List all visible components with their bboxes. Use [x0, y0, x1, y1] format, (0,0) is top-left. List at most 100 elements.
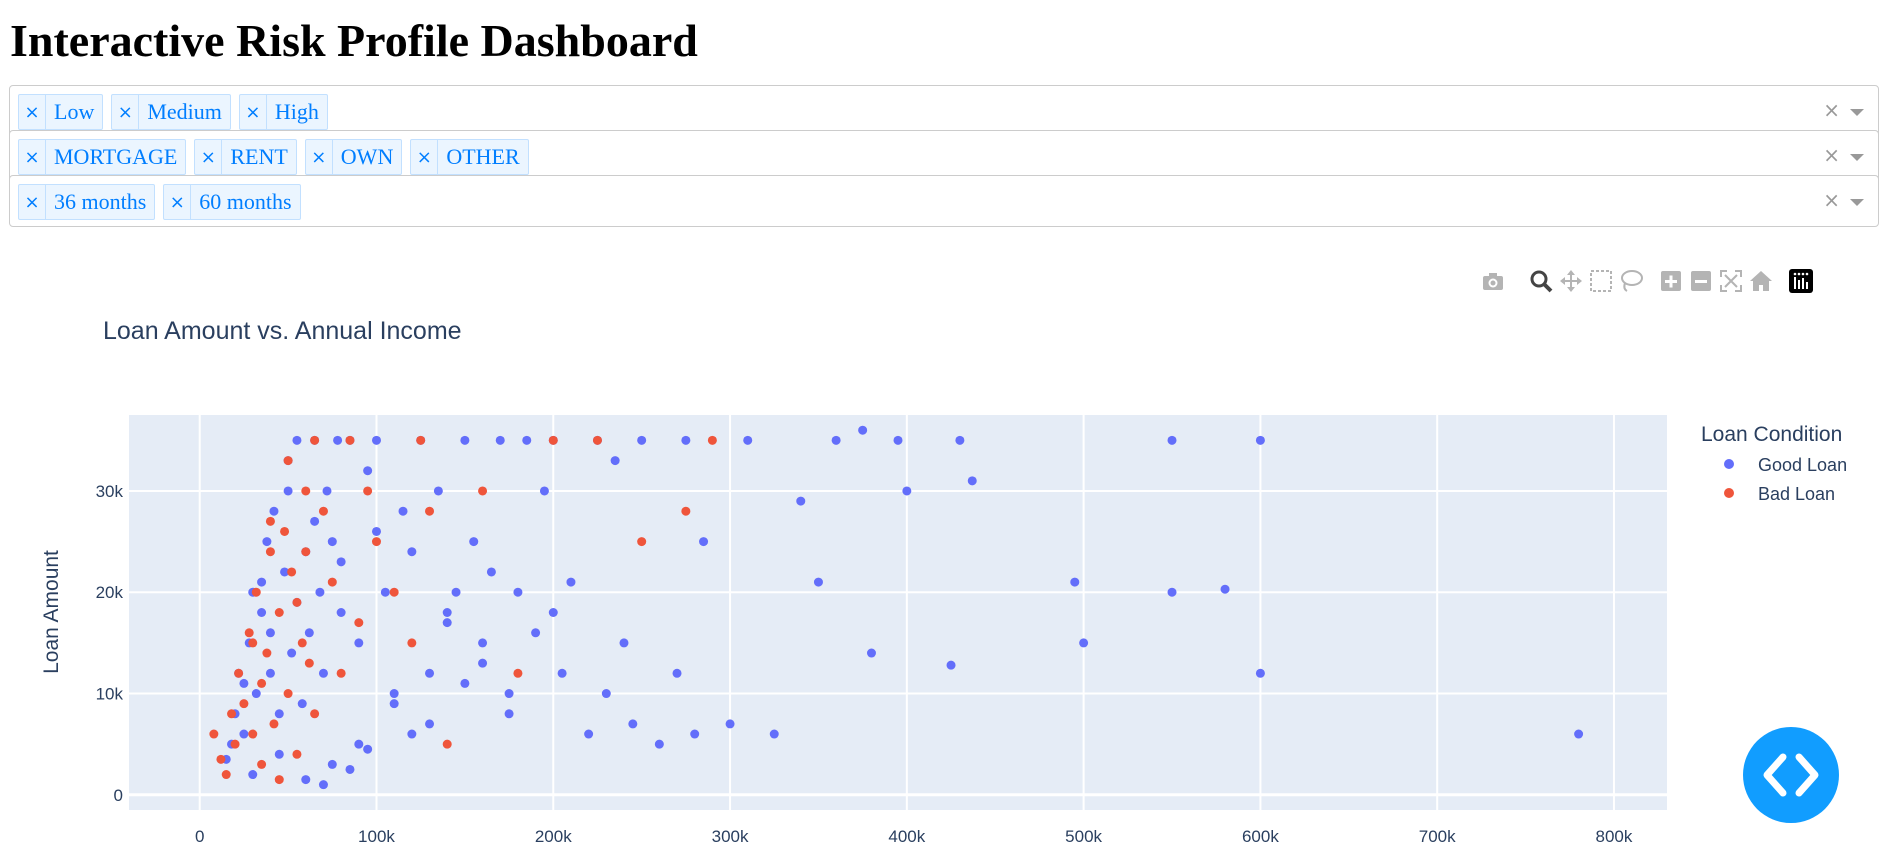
good-loan-point[interactable] [318, 668, 328, 678]
good-loan-point[interactable] [601, 689, 611, 699]
good-loan-point[interactable] [495, 435, 505, 445]
reset-axes-icon[interactable] [1748, 268, 1774, 294]
bad-loan-point[interactable] [371, 537, 381, 547]
good-loan-point[interactable] [398, 506, 408, 516]
clear-icon[interactable]: × [1823, 98, 1840, 122]
autoscale-icon[interactable] [1718, 268, 1744, 294]
bad-loan-point[interactable] [345, 435, 355, 445]
good-loan-point[interactable] [743, 435, 753, 445]
bad-loan-point[interactable] [707, 435, 717, 445]
good-loan-point[interactable] [831, 435, 841, 445]
good-loan-point[interactable] [469, 537, 479, 547]
zoom-icon[interactable] [1528, 268, 1554, 294]
bad-loan-point[interactable] [283, 456, 293, 466]
good-loan-point[interactable] [442, 618, 452, 628]
good-loan-point[interactable] [389, 699, 399, 709]
chevron-down-icon[interactable] [1850, 154, 1864, 161]
risk-level-dropdown[interactable]: × Low × Medium × High × [9, 85, 1879, 137]
chevron-down-icon[interactable] [1850, 199, 1864, 206]
good-loan-point[interactable] [301, 775, 311, 785]
bad-loan-point[interactable] [274, 608, 284, 617]
good-loan-point[interactable] [584, 729, 594, 739]
good-loan-point[interactable] [425, 719, 435, 729]
good-loan-point[interactable] [269, 506, 279, 516]
good-loan-point[interactable] [248, 770, 258, 780]
good-loan-point[interactable] [699, 537, 709, 547]
bad-loan-point[interactable] [310, 709, 320, 719]
good-loan-point[interactable] [274, 709, 284, 719]
good-loan-point[interactable] [407, 729, 417, 739]
good-loan-point[interactable] [672, 668, 682, 678]
bad-loan-point[interactable] [251, 587, 261, 597]
good-loan-point[interactable] [315, 587, 325, 597]
clear-icon[interactable]: × [1823, 143, 1840, 167]
good-loan-point[interactable] [257, 577, 267, 587]
good-loan-point[interactable] [318, 780, 328, 790]
lasso-select-icon[interactable] [1618, 268, 1644, 294]
good-loan-point[interactable] [637, 435, 647, 445]
good-loan-point[interactable] [322, 486, 332, 496]
bad-loan-point[interactable] [262, 648, 272, 658]
good-loan-point[interactable] [363, 744, 373, 754]
code-button[interactable] [1743, 727, 1839, 823]
good-loan-point[interactable] [274, 749, 284, 759]
good-loan-point[interactable] [239, 678, 249, 688]
bad-loan-point[interactable] [478, 486, 488, 496]
good-loan-point[interactable] [769, 729, 779, 739]
good-loan-point[interactable] [866, 648, 876, 658]
remove-tag-icon[interactable]: × [19, 140, 46, 174]
plot-area[interactable] [129, 415, 1667, 810]
zoom-out-icon[interactable] [1688, 268, 1714, 294]
good-loan-point[interactable] [1255, 668, 1265, 678]
good-loan-point[interactable] [327, 537, 337, 547]
remove-tag-icon[interactable]: × [195, 140, 223, 174]
bad-loan-point[interactable] [297, 638, 307, 648]
good-loan-point[interactable] [539, 486, 549, 496]
good-loan-point[interactable] [283, 486, 293, 496]
zoom-in-icon[interactable] [1658, 268, 1684, 294]
good-loan-point[interactable] [354, 638, 364, 648]
bad-loan-point[interactable] [301, 486, 311, 496]
good-loan-point[interactable] [478, 658, 488, 668]
good-loan-point[interactable] [336, 557, 346, 567]
good-loan-point[interactable] [433, 486, 443, 496]
bad-loan-point[interactable] [442, 739, 452, 749]
plotly-logo-icon[interactable] [1788, 268, 1814, 294]
good-loan-point[interactable] [442, 608, 452, 617]
good-loan-point[interactable] [796, 496, 806, 506]
good-loan-point[interactable] [297, 699, 307, 709]
good-loan-point[interactable] [292, 435, 302, 445]
remove-tag-icon[interactable]: × [19, 95, 46, 129]
bad-loan-point[interactable] [239, 699, 249, 709]
good-loan-point[interactable] [1070, 577, 1080, 587]
term-dropdown[interactable]: × 36 months × 60 months × [9, 175, 1879, 227]
bad-loan-point[interactable] [280, 526, 290, 536]
good-loan-point[interactable] [681, 435, 691, 445]
legend-item-good-loan[interactable]: Good Loan [1724, 455, 1847, 475]
good-loan-point[interactable] [1255, 435, 1265, 445]
bad-loan-point[interactable] [318, 506, 328, 516]
good-loan-point[interactable] [504, 709, 514, 719]
pan-icon[interactable] [1558, 268, 1584, 294]
good-loan-point[interactable] [548, 608, 558, 617]
camera-icon[interactable] [1480, 268, 1506, 294]
good-loan-point[interactable] [946, 660, 956, 670]
good-loan-point[interactable] [239, 729, 249, 739]
good-loan-point[interactable] [265, 628, 275, 638]
good-loan-point[interactable] [566, 577, 576, 587]
bad-loan-point[interactable] [292, 749, 302, 759]
bad-loan-point[interactable] [592, 435, 602, 445]
good-loan-point[interactable] [304, 628, 314, 638]
good-loan-point[interactable] [257, 608, 267, 617]
good-loan-point[interactable] [513, 587, 523, 597]
good-loan-point[interactable] [654, 739, 664, 749]
good-loan-point[interactable] [371, 526, 381, 536]
bad-loan-point[interactable] [637, 537, 647, 547]
bad-loan-point[interactable] [257, 678, 267, 688]
good-loan-point[interactable] [813, 577, 823, 587]
good-loan-point[interactable] [858, 425, 868, 435]
good-loan-point[interactable] [380, 587, 390, 597]
good-loan-point[interactable] [1167, 435, 1177, 445]
bad-loan-point[interactable] [681, 506, 691, 516]
good-loan-point[interactable] [690, 729, 700, 739]
